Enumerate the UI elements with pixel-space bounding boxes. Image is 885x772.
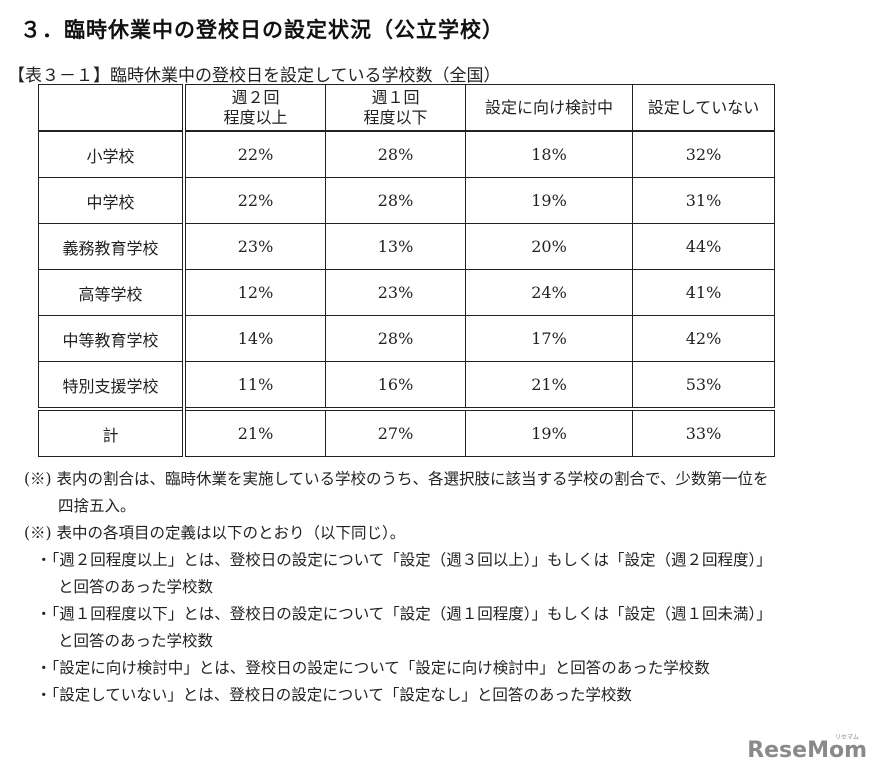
header-line: 程度以上 — [223, 107, 288, 127]
cell: 31% — [632, 177, 775, 224]
total-cell: 21% — [183, 407, 326, 457]
total-cell: 27% — [325, 407, 466, 457]
header-twice-weekly-or-more: 週２回 程度以上 — [183, 84, 326, 132]
cell: 32% — [632, 130, 775, 178]
resemom-logo: ReseMom — [747, 738, 867, 763]
definition-once-weekly: ・「週１回程度以下」とは、登校日の設定について「設定（週１回程度）」もしくは「設… — [36, 605, 772, 623]
note-definitions: (※) 表中の各項目の定義は以下のとおり（以下同じ）。 — [24, 524, 406, 542]
cell: 28% — [325, 130, 466, 178]
row-label: 特別支援学校 — [38, 361, 186, 410]
cell: 44% — [632, 223, 775, 270]
table-caption: 【表３－１】臨時休業中の登校日を設定している学校数（全国） — [8, 66, 501, 86]
school-day-table: 週２回 程度以上 週１回 程度以下 設定に向け検討中 設定していない 小学校 22%… — [38, 84, 775, 457]
header-corner — [38, 84, 186, 132]
total-cell: 33% — [632, 407, 775, 457]
table-row: 義務教育学校 23% 13% 20% 44% — [38, 223, 775, 270]
cell: 23% — [183, 223, 326, 270]
definition-twice-weekly: ・「週２回程度以上」とは、登校日の設定について「設定（週３回以上）」もしくは「設… — [36, 551, 772, 569]
row-label: 高等学校 — [38, 269, 186, 316]
total-label: 計 — [38, 407, 186, 457]
watermark-sub: リセマム — [834, 734, 859, 741]
definition-under-consideration: ・「設定に向け検討中」とは、登校日の設定について「設定に向け検討中」と回答のあっ… — [36, 659, 710, 677]
header-line: 程度以下 — [363, 107, 428, 127]
cell: 28% — [325, 315, 466, 362]
cell: 20% — [465, 223, 633, 270]
cell: 14% — [183, 315, 326, 362]
header-line: 週２回 — [231, 87, 280, 107]
table-row: 特別支援学校 11% 16% 21% 53% — [38, 361, 775, 410]
row-label: 義務教育学校 — [38, 223, 186, 270]
section-title: ３．臨時休業中の登校日の設定状況（公立学校） — [20, 18, 504, 42]
note-rounding: (※) 表内の割合は、臨時休業を実施している学校のうち、各選択肢に該当する学校の… — [24, 470, 769, 488]
cell: 28% — [325, 177, 466, 224]
header-once-weekly-or-less: 週１回 程度以下 — [325, 84, 466, 132]
header-under-consideration: 設定に向け検討中 — [465, 84, 633, 132]
cell: 21% — [465, 361, 633, 410]
note-rounding-cont: 四捨五入。 — [58, 497, 136, 515]
cell: 12% — [183, 269, 326, 316]
table-row: 中学校 22% 28% 19% 31% — [38, 177, 775, 224]
cell: 17% — [465, 315, 633, 362]
footnotes: (※) 表内の割合は、臨時休業を実施している学校のうち、各選択肢に該当する学校の… — [24, 466, 772, 709]
cell: 24% — [465, 269, 633, 316]
cell: 22% — [183, 130, 326, 178]
row-label: 中学校 — [38, 177, 186, 224]
cell: 16% — [325, 361, 466, 410]
header-line: 週１回 — [371, 87, 420, 107]
table-header-row: 週２回 程度以上 週１回 程度以下 設定に向け検討中 設定していない — [38, 84, 775, 132]
definition-twice-weekly-cont: と回答のあった学校数 — [58, 578, 214, 596]
cell: 18% — [465, 130, 633, 178]
cell: 13% — [325, 223, 466, 270]
total-cell: 19% — [465, 407, 633, 457]
cell: 53% — [632, 361, 775, 410]
cell: 42% — [632, 315, 775, 362]
cell: 19% — [465, 177, 633, 224]
table-total-row: 計 21% 27% 19% 33% — [38, 407, 775, 457]
cell: 41% — [632, 269, 775, 316]
row-label: 小学校 — [38, 130, 186, 178]
header-not-set: 設定していない — [632, 84, 775, 132]
row-label: 中等教育学校 — [38, 315, 186, 362]
definition-not-set: ・「設定していない」とは、登校日の設定について「設定なし」と回答のあった学校数 — [36, 686, 632, 704]
cell: 11% — [183, 361, 326, 410]
table-row: 小学校 22% 28% 18% 32% — [38, 130, 775, 178]
cell: 22% — [183, 177, 326, 224]
definition-once-weekly-cont: と回答のあった学校数 — [58, 632, 214, 650]
cell: 23% — [325, 269, 466, 316]
table-row: 高等学校 12% 23% 24% 41% — [38, 269, 775, 316]
table-row: 中等教育学校 14% 28% 17% 42% — [38, 315, 775, 362]
